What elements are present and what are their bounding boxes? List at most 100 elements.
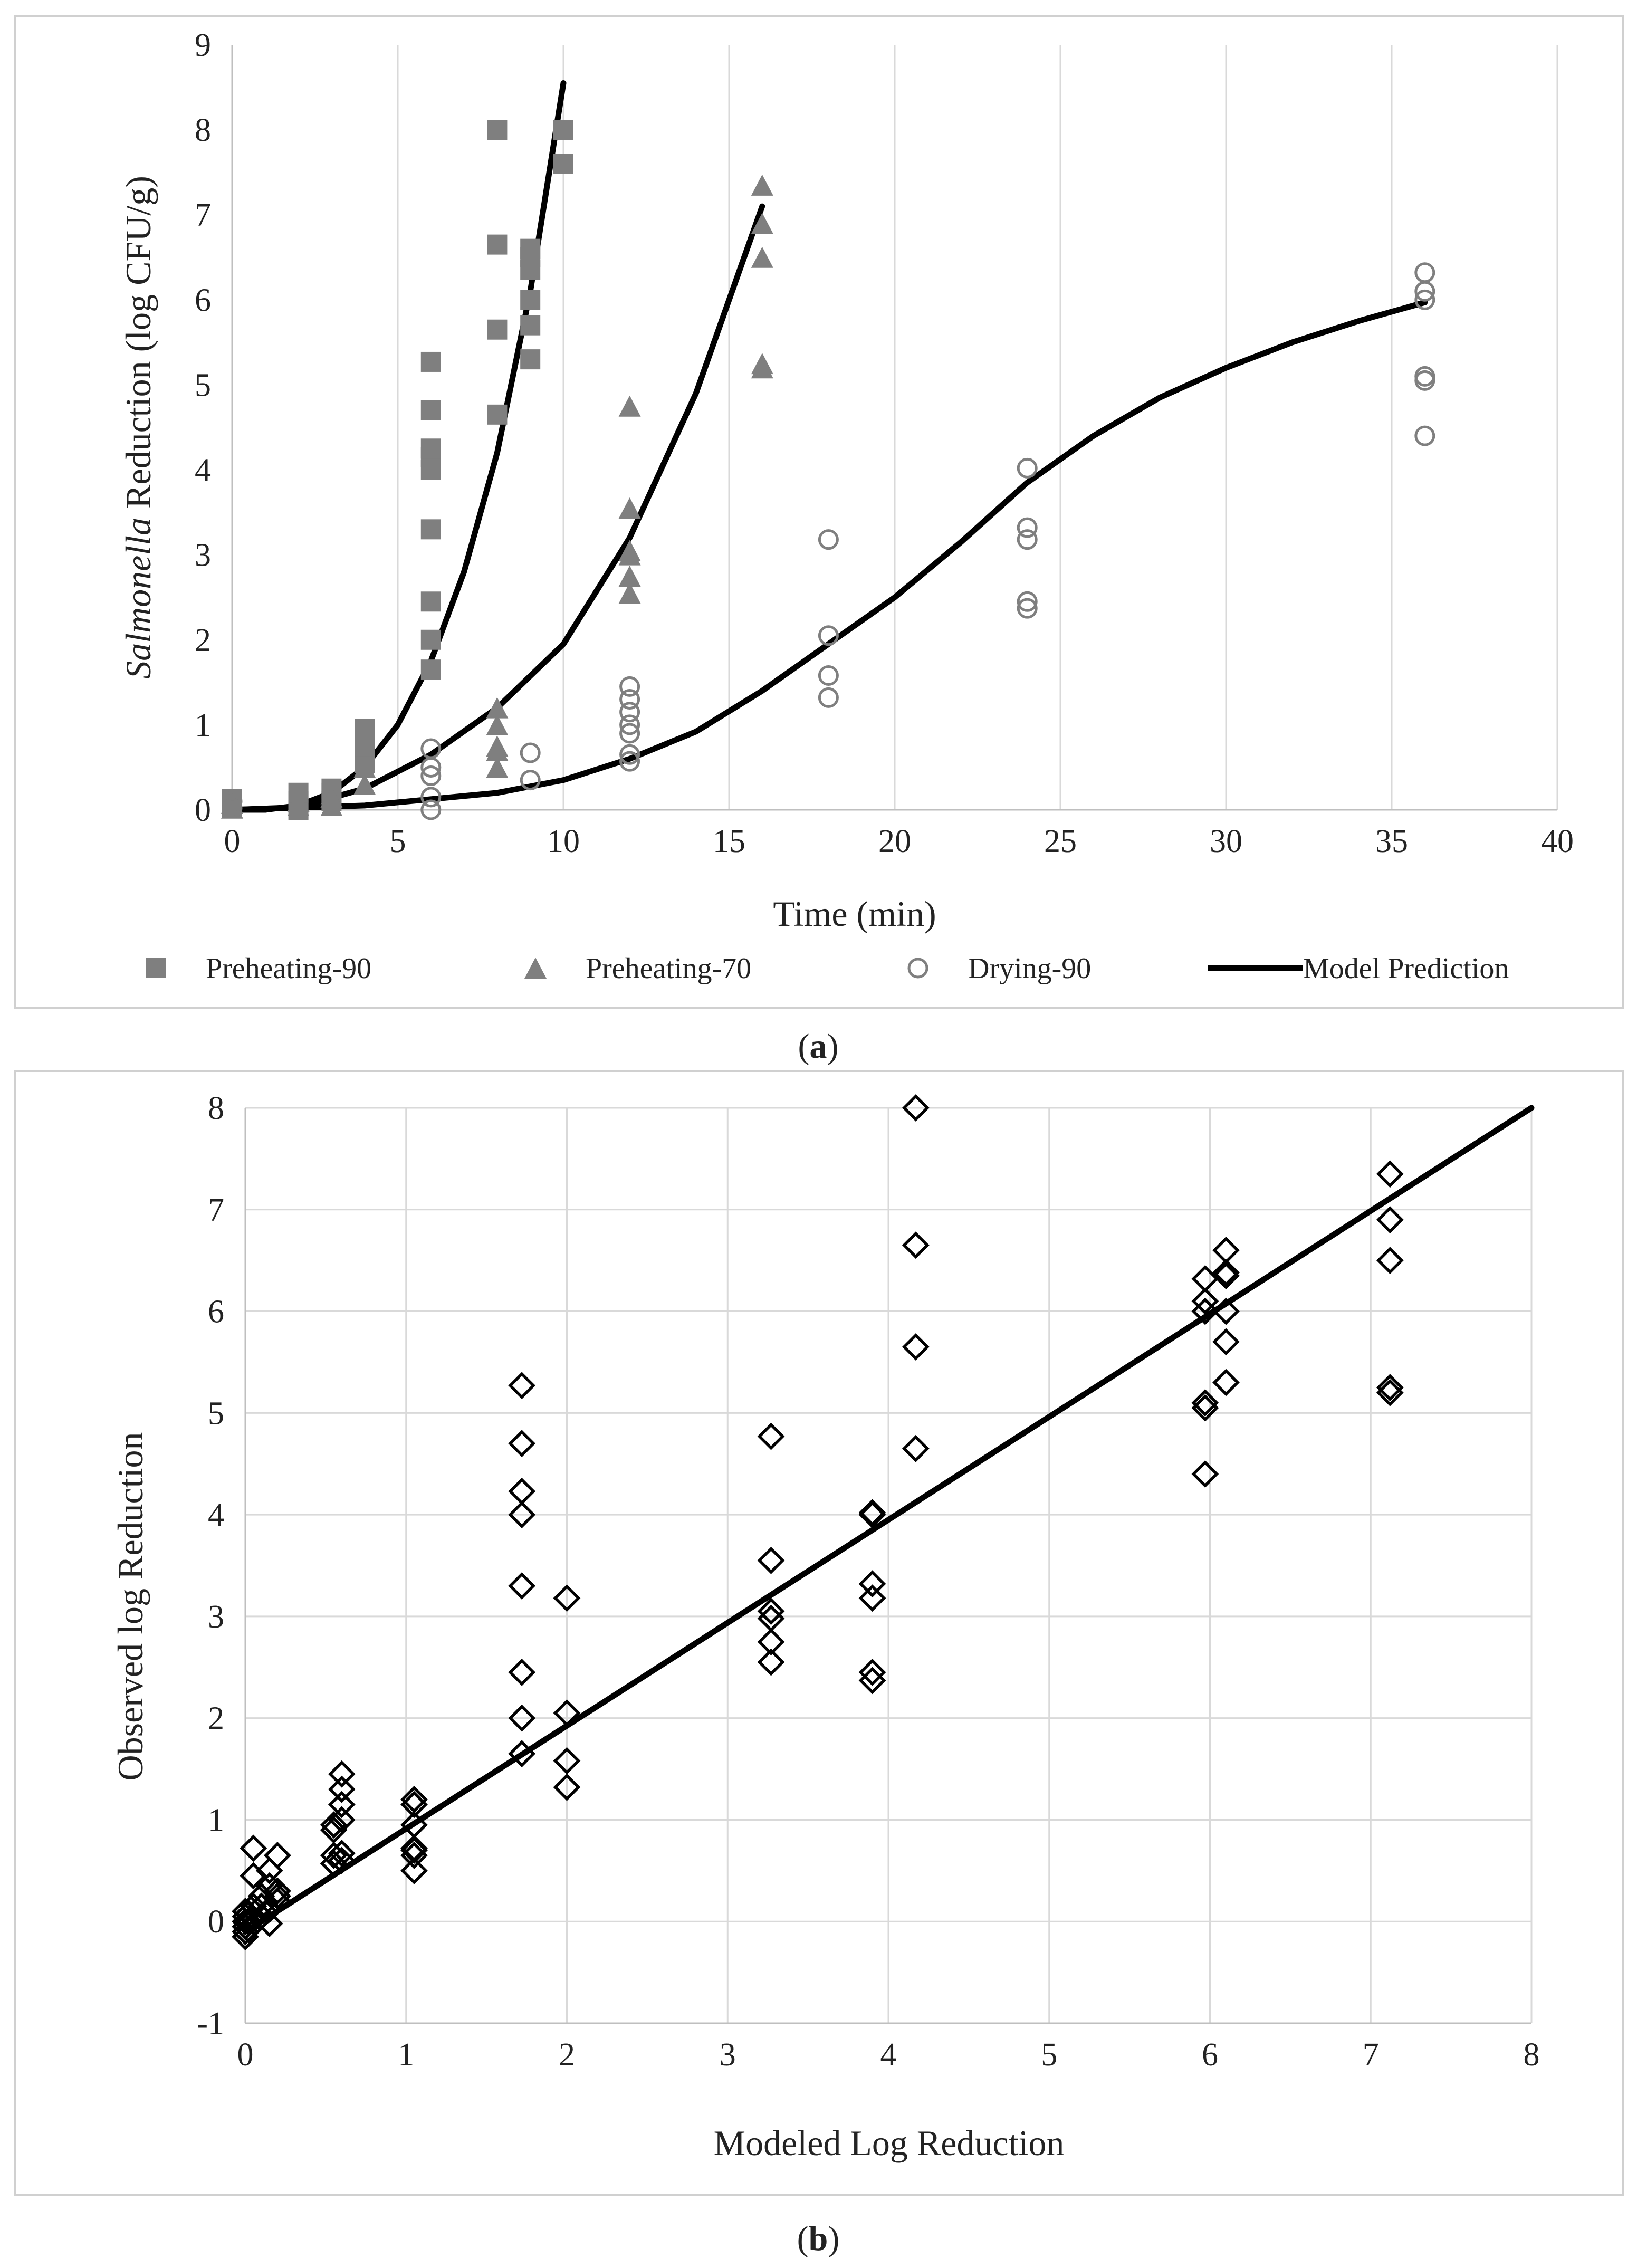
- circle-point: [420, 738, 442, 759]
- circle-point: [1414, 370, 1435, 391]
- triangle-point: [287, 790, 310, 812]
- circle-point: [619, 676, 640, 697]
- circle-point: [420, 799, 442, 820]
- x-tick-label: 2: [559, 2037, 575, 2073]
- diamond-point: [1376, 1160, 1404, 1188]
- diamond-point: [1191, 1265, 1219, 1293]
- diamond-point: [757, 1597, 785, 1625]
- legend-circle-icon: [907, 958, 928, 979]
- triangle-point: [486, 735, 509, 757]
- diamond-point: [1191, 1297, 1219, 1325]
- diamond-point: [553, 1773, 581, 1801]
- y-tick-label: 6: [195, 282, 211, 318]
- square-point: [520, 290, 541, 310]
- diamond-point: [232, 1923, 259, 1951]
- circle-point: [818, 529, 839, 550]
- x-tick-label: 20: [878, 824, 911, 859]
- diamond-point: [858, 1584, 886, 1612]
- circle-point: [1017, 457, 1038, 479]
- y-tick-label: 0: [208, 1904, 224, 1940]
- legend-label: Drying-90: [968, 952, 1091, 985]
- x-tick-label: 10: [547, 824, 580, 859]
- diamond-point: [508, 1704, 536, 1732]
- chart-a-y-tick-labels: 0 1 2 3 4 5 6 7 8 9: [195, 27, 211, 828]
- diamond-point: [858, 1499, 886, 1527]
- diamond-point: [508, 1430, 536, 1458]
- diamond-point: [1376, 1374, 1404, 1402]
- square-point: [420, 400, 441, 420]
- chart-a-x-tick-labels: 0 5 10 15 20 25 30 35 40: [224, 824, 1574, 859]
- diamond-point: [1191, 1287, 1219, 1315]
- y-tick-label: 1: [195, 707, 211, 743]
- circle-point: [818, 665, 839, 686]
- diamond-point: [240, 1892, 267, 1920]
- circle-point: [619, 702, 640, 723]
- square-point: [420, 629, 441, 650]
- diamond-point: [1212, 1369, 1240, 1396]
- y-tick-label: 7: [195, 197, 211, 233]
- circle-point: [1414, 262, 1435, 283]
- diamond-point: [757, 1628, 785, 1655]
- chart-a-y-axis-label: Salmonella Reduction (log CFU/g): [118, 176, 158, 679]
- diamond-point: [508, 1372, 536, 1400]
- circle-point: [619, 744, 640, 765]
- diamond-point: [902, 1333, 930, 1361]
- chart-b-y-axis-label: Observed log Reduction: [110, 1432, 150, 1781]
- circle-point: [818, 625, 839, 646]
- circle-point: [1017, 591, 1038, 612]
- diamond-point: [1376, 1247, 1404, 1275]
- diamond-point: [328, 1806, 356, 1834]
- diamond-point: [508, 1572, 536, 1600]
- chart-a-model-curves: [229, 80, 1428, 813]
- chart-b-frame: [14, 1070, 1624, 2196]
- y-tick-label: 8: [208, 1090, 224, 1126]
- diamond-point: [264, 1842, 291, 1869]
- diamond-point: [858, 1659, 886, 1686]
- y-tick-label: 6: [208, 1294, 224, 1330]
- square-point: [420, 519, 441, 540]
- diamond-point: [508, 1740, 536, 1768]
- triangle-point: [353, 757, 376, 778]
- x-tick-label: 0: [224, 824, 241, 859]
- diamond-point: [1376, 1379, 1404, 1406]
- y-tick-label: 2: [208, 1701, 224, 1737]
- diamond-point: [757, 1604, 785, 1632]
- y-tick-label: 3: [195, 538, 211, 573]
- square-point: [420, 591, 441, 612]
- square-point: [487, 120, 508, 140]
- diamond-point: [328, 1791, 356, 1819]
- y-tick-label: 4: [208, 1497, 224, 1533]
- square-point: [487, 319, 508, 340]
- chart-a-legend: Preheating-90 Preheating-70 Drying-90 Model…: [146, 952, 1509, 985]
- diamond-point: [902, 1231, 930, 1259]
- circle-point: [1414, 366, 1435, 387]
- chart-a-frame: [14, 15, 1624, 1009]
- circle-point: [520, 770, 541, 791]
- circle-point: [1017, 517, 1038, 538]
- triangle-point: [618, 582, 641, 604]
- y-tick-label: 7: [208, 1192, 224, 1228]
- triangle-point: [618, 395, 641, 417]
- square-point: [553, 154, 573, 174]
- diamond-point: [902, 1434, 930, 1462]
- x-tick-label: 3: [720, 2037, 736, 2073]
- triangle-point: [320, 786, 343, 808]
- square-point: [520, 349, 541, 370]
- chart-b-gridlines: [245, 1107, 1533, 2024]
- circle-point: [420, 787, 442, 808]
- diamond-point: [1212, 1328, 1240, 1356]
- diamond-point: [320, 1842, 348, 1869]
- legend-square-icon: [146, 958, 166, 978]
- circle-point: [619, 689, 640, 710]
- square-point: [420, 351, 441, 372]
- diamond-point: [255, 1910, 283, 1937]
- legend-label: Preheating-90: [206, 952, 371, 985]
- y-tick-label: 4: [195, 453, 211, 489]
- x-tick-label: 7: [1363, 2037, 1379, 2073]
- panel-b-label: (b): [797, 2219, 840, 2258]
- chart-b: 0 1 2 3 4 5 6 7 8 -1 0 1 2 3 4 5 6 7 8 Modeled Log Reduct…: [14, 1070, 1624, 2196]
- x-tick-label: 30: [1210, 824, 1242, 859]
- diamond-point: [264, 1882, 291, 1910]
- diamond-point: [400, 1834, 428, 1862]
- circle-point: [420, 765, 442, 787]
